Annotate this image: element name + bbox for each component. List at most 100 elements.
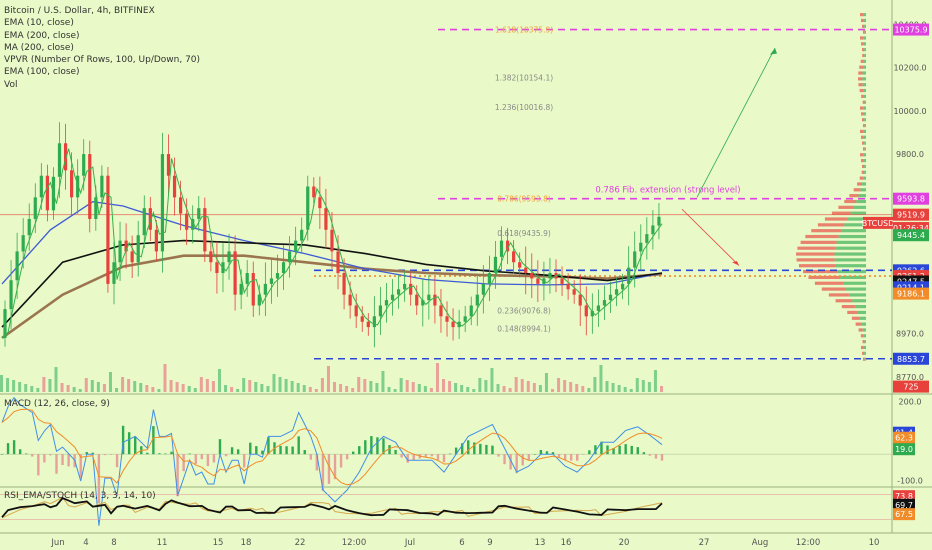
candle-body: [560, 278, 564, 284]
volume-bar: [629, 389, 633, 392]
volume-bar: [133, 381, 137, 392]
vpvr-bar: [862, 141, 865, 145]
volume-bar: [66, 385, 70, 392]
macd-tag: [893, 443, 915, 456]
vpvr-bar: [864, 147, 866, 151]
volume-bar: [187, 386, 191, 392]
candle-body: [233, 251, 237, 295]
vpvr-bar: [837, 269, 866, 274]
volume-bar: [653, 370, 657, 392]
candle-body: [172, 175, 177, 198]
macd-hist-bar: [297, 436, 300, 455]
volume-bar: [217, 369, 221, 392]
candle-body: [487, 273, 492, 284]
macd-hist-bar: [497, 454, 500, 457]
vpvr-bar: [863, 18, 866, 23]
vpvr-bar: [862, 24, 865, 28]
vpvr-bar: [863, 176, 866, 180]
macd-hist-bar: [364, 440, 367, 455]
volume-bar: [514, 377, 518, 392]
time-tick-label: 10: [869, 538, 880, 548]
volume-bar: [551, 389, 555, 392]
volume-bar: [193, 388, 197, 392]
volume-bar: [357, 377, 361, 392]
volume-bar: [296, 383, 300, 392]
legend-ema-100[interactable]: EMA (100, close): [4, 67, 80, 78]
legend-ma-200[interactable]: MA (200, close): [4, 42, 74, 53]
macd-hist-bar: [85, 452, 88, 455]
candle-body: [124, 240, 128, 252]
vpvr-bar: [863, 135, 866, 139]
legend-ema-10[interactable]: EMA (10, close): [4, 18, 74, 29]
candle-body: [160, 154, 165, 252]
volume-bar: [508, 388, 512, 392]
macd-hist-bar: [527, 454, 530, 461]
vpvr-bar: [841, 229, 866, 233]
candle-body: [566, 283, 570, 290]
candle-body: [94, 197, 98, 219]
time-tick-label: 4: [83, 538, 88, 548]
candle-body: [427, 294, 431, 301]
vpvr-bar: [860, 13, 864, 17]
candle-body: [596, 305, 600, 311]
candle-body: [590, 310, 594, 317]
macd-hist-bar: [279, 445, 282, 455]
vpvr-bar: [796, 252, 835, 256]
macd-hist-bar: [491, 445, 494, 455]
legend-vol[interactable]: Vol: [4, 79, 18, 90]
macd-hist-bar: [370, 436, 373, 455]
candle-body: [318, 197, 322, 209]
rsi-title[interactable]: RSI_EMA/STOCH (14, 3, 3, 14, 10): [4, 491, 156, 501]
volume-bar: [224, 385, 228, 392]
volume-profile: [796, 13, 866, 361]
macd-hist-bar: [291, 446, 294, 455]
vpvr-bar: [864, 164, 866, 169]
vpvr-bar: [850, 211, 866, 215]
candle-body: [251, 273, 255, 306]
candle-body: [39, 175, 43, 198]
macd-hist-bar: [127, 432, 131, 455]
legend-vpvr[interactable]: VPVR (Number Of Rows, 100, Up/Down, 70): [4, 55, 201, 66]
vpvr-bar: [858, 71, 863, 75]
vpvr-bar: [861, 94, 864, 98]
vpvr-bar: [831, 211, 851, 215]
vpvr-bar: [838, 205, 854, 209]
legend-ema-200[interactable]: EMA (200, close): [4, 30, 80, 41]
volume-bar: [42, 377, 46, 392]
vpvr-bar: [836, 240, 866, 244]
candle-body: [651, 225, 655, 235]
candle-body: [142, 208, 146, 236]
volume-bar: [351, 388, 355, 392]
vpvr-bar: [864, 141, 866, 145]
macd-hist-bar: [146, 452, 149, 455]
volume-bar: [72, 387, 76, 392]
candle-body: [33, 197, 37, 219]
volume-bar: [205, 379, 209, 392]
volume-bar: [611, 383, 615, 392]
vpvr-bar: [796, 258, 835, 262]
candle-body: [396, 289, 401, 295]
candle-body: [269, 278, 274, 284]
macd-title[interactable]: MACD (12, 26, close, 9): [4, 399, 110, 409]
vpvr-bar: [858, 83, 863, 87]
macd-hist-bar: [345, 454, 349, 460]
vpvr-bar: [855, 305, 866, 309]
candle-body: [403, 283, 407, 290]
vpvr-bar: [860, 334, 864, 338]
vpvr-bar: [863, 106, 866, 110]
macd-hist-bar: [545, 451, 549, 455]
candle-body: [227, 251, 231, 263]
macd-hist-bar: [164, 453, 167, 455]
volume-bar: [169, 380, 173, 392]
vpvr-bar: [864, 118, 866, 122]
candle-body: [82, 154, 86, 176]
projection-arrow-down: [681, 208, 740, 266]
macd-hist-bar: [430, 454, 434, 457]
macd-hist-bar: [37, 454, 40, 476]
vpvr-bar: [800, 240, 837, 244]
vpvr-bar: [857, 182, 862, 186]
volume-bar: [121, 377, 125, 392]
vpvr-bar: [853, 188, 861, 192]
